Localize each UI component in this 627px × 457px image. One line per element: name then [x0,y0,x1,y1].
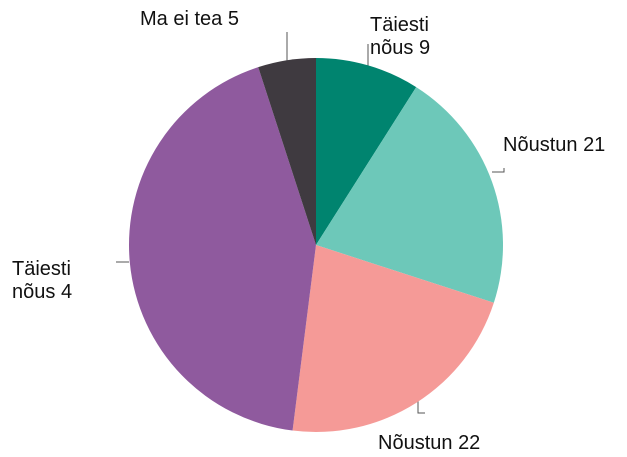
pie-slice [316,87,504,303]
slice-label: Ma ei tea 5 [140,8,300,31]
pie-slice [292,245,494,432]
value-label: 9 [418,37,431,59]
category-label: Nõustun [378,432,453,454]
category-label: Täiesti nõus [12,258,71,303]
slice-label: Nõustun 21 [503,134,627,157]
category-label: Ma ei tea [140,8,223,30]
pie-slice [258,58,316,245]
slice-label: Nõustun 22 [378,432,518,455]
category-label: Täiesti nõus [370,14,429,59]
slice-label: Täiesti nõus 4 [12,258,92,304]
leader-line [417,400,425,414]
value-label: 21 [583,134,606,156]
value-label: 22 [458,432,481,454]
slice-label: Täiesti nõus 9 [370,14,450,60]
pie-slice [128,67,316,431]
value-label: 5 [227,8,239,30]
value-label: 4 [60,281,73,303]
pie-slice [316,58,417,245]
category-label: Nõustun [503,134,578,156]
leader-line [492,168,505,173]
